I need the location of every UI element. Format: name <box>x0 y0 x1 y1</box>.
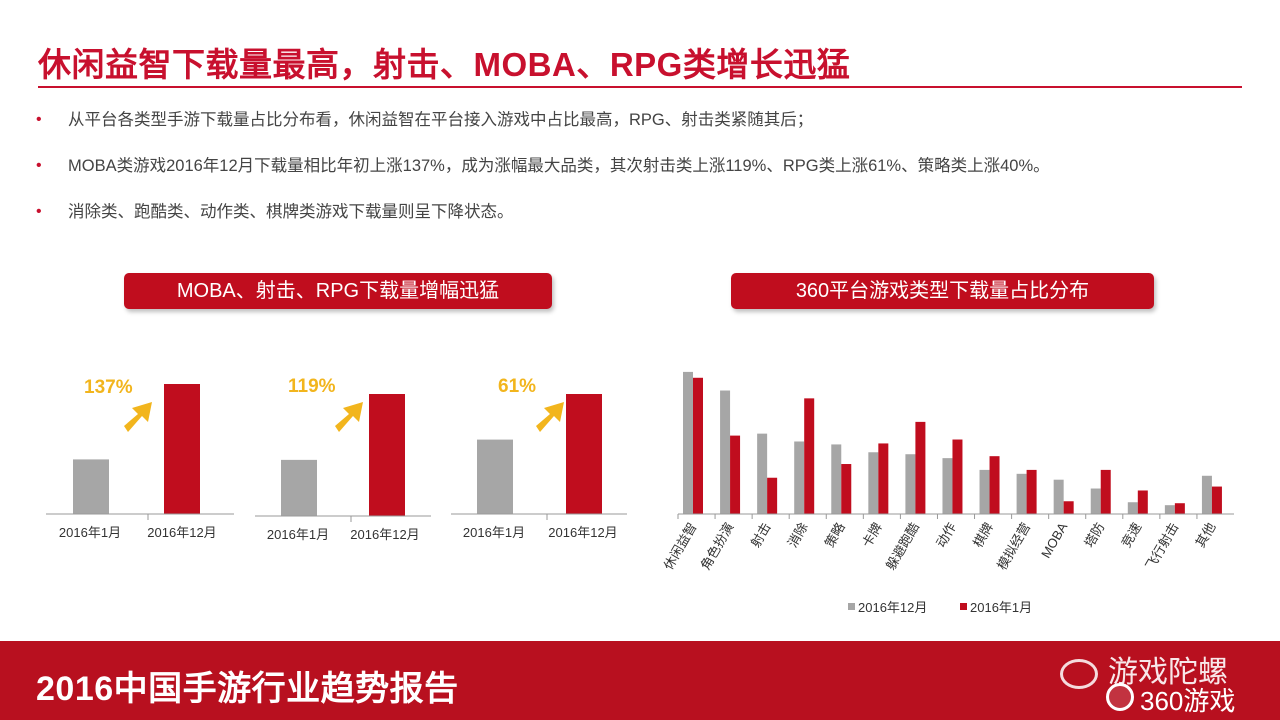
x-tick-label: 2016年1月 <box>59 525 121 540</box>
x-tick-label: 飞行射击 <box>1142 520 1181 573</box>
footer-title: 2016中国手游行业趋势报告 <box>36 670 459 708</box>
bullet-dot-icon: • <box>36 157 42 174</box>
legend-swatch <box>848 603 855 610</box>
bar-2016-dec <box>757 433 768 514</box>
bar-2016-jan <box>281 459 317 516</box>
x-tick-label: 2016年1月 <box>463 525 525 540</box>
bar-2016-dec <box>1016 473 1027 514</box>
charts-canvas: 2016年1月 2016年12月 137% 2016年1月 2016年12月 119% 20… <box>46 371 1234 615</box>
left-panel-label: MOBA、射击、RPG下载量增幅迅猛 <box>124 273 552 309</box>
bar-2016-jan <box>1211 486 1222 514</box>
x-tick-label: 策略 <box>822 520 848 550</box>
bar-2016-dec <box>683 371 693 514</box>
bar-2016-dec <box>979 469 990 514</box>
x-tick-label: 塔防 <box>1081 520 1107 550</box>
bar-2016-dec <box>369 394 405 516</box>
bar-2016-dec <box>868 452 879 514</box>
bullet-list: • 从平台各类型手游下载量占比分布看，休闲益智在平台接入游戏中占比最高，RPG、… <box>34 106 1254 244</box>
logo-circle-icon <box>1106 683 1134 711</box>
bar-2016-jan <box>1100 469 1111 514</box>
x-tick-label: 角色扮演 <box>698 520 737 573</box>
bullet-text: 从平台各类型手游下载量占比分布看，休闲益智在平台接入游戏中占比最高，RPG、射击… <box>68 111 814 129</box>
bar-2016-dec <box>794 441 805 514</box>
bar-2016-jan <box>989 456 1000 514</box>
growth-annotation: 61% <box>498 376 536 397</box>
logo: 360游戏 <box>1106 681 1256 716</box>
bullet-dot-icon: • <box>36 111 42 128</box>
bar-2016-dec <box>1164 505 1175 514</box>
logo-text: 360游戏 <box>1140 686 1236 716</box>
x-tick-label: 2016年12月 <box>147 525 216 540</box>
growth-arrow-icon <box>124 402 152 432</box>
bar-2016-dec <box>1053 479 1064 514</box>
x-tick-label: 动作 <box>933 520 959 550</box>
bullet-item: • 从平台各类型手游下载量占比分布看，休闲益智在平台接入游戏中占比最高，RPG、… <box>34 106 1254 152</box>
growth-annotation: 119% <box>288 376 336 397</box>
bar-2016-jan <box>1063 501 1074 514</box>
legend-label: 2016年1月 <box>970 600 1032 615</box>
bar-2016-jan <box>693 377 703 514</box>
growth-arrow-icon <box>536 402 564 432</box>
growth-annotation: 137% <box>84 377 133 398</box>
x-tick-label: 休闲益智 <box>661 520 700 573</box>
watermark-text: 游戏陀螺 <box>1108 656 1228 689</box>
bullet-item: • MOBA类游戏2016年12月下载量相比年初上涨137%，成为涨幅最大品类，… <box>34 152 1254 198</box>
bar-2016-jan <box>767 477 778 514</box>
x-tick-label: 消除 <box>785 520 811 550</box>
bar-2016-jan <box>915 421 926 514</box>
bar-2016-dec <box>720 390 731 514</box>
watermark: 游戏陀螺 360游戏 <box>1060 641 1270 720</box>
bar-2016-jan <box>1174 503 1185 514</box>
x-tick-label: 模拟经营 <box>994 520 1033 573</box>
x-tick-label: 躲避跑酷 <box>883 520 922 573</box>
bullet-text: 消除类、跑酷类、动作类、棋牌类游戏下载量则呈下降状态。 <box>68 203 514 221</box>
bar-2016-jan <box>730 435 741 514</box>
bar-2016-dec <box>1090 488 1101 514</box>
growth-arrow-icon <box>335 402 363 432</box>
right-panel-label: 360平台游戏类型下载量占比分布 <box>731 273 1154 309</box>
title-underline <box>38 86 1242 88</box>
x-tick-label: 2016年12月 <box>350 527 419 542</box>
bullet-dot-icon: • <box>36 203 42 220</box>
x-tick-label: MOBA <box>1038 520 1070 561</box>
bullet-text: MOBA类游戏2016年12月下载量相比年初上涨137%，成为涨幅最大品类，其次… <box>68 157 1050 175</box>
x-tick-label: 竞速 <box>1118 520 1144 550</box>
bar-2016-jan <box>1137 490 1148 514</box>
x-tick-label: 棋牌 <box>970 520 996 550</box>
footer-banner: 2016中国手游行业趋势报告 游戏陀螺 360游戏 <box>0 641 1280 720</box>
bar-2016-jan <box>878 443 889 514</box>
bullet-item: • 消除类、跑酷类、动作类、棋牌类游戏下载量则呈下降状态。 <box>34 198 1254 244</box>
x-tick-label: 2016年1月 <box>267 527 329 542</box>
legend-label: 2016年12月 <box>858 600 927 615</box>
x-tick-label: 射击 <box>748 520 774 550</box>
page-title: 休闲益智下载量最高，射击、MOBA、RPG类增长迅猛 <box>38 46 851 83</box>
bar-2016-dec <box>164 384 200 514</box>
bar-2016-jan <box>73 459 109 514</box>
bar-2016-dec <box>905 454 916 514</box>
bar-2016-dec <box>942 458 953 514</box>
bar-2016-jan <box>1026 469 1037 514</box>
bar-2016-jan <box>841 464 852 514</box>
bar-2016-jan <box>804 398 815 514</box>
wechat-icon <box>1060 659 1098 689</box>
x-tick-label: 2016年12月 <box>548 525 617 540</box>
x-tick-label: 卡牌 <box>859 520 885 550</box>
x-tick-label: 其他 <box>1193 520 1219 550</box>
bar-2016-jan <box>477 439 513 514</box>
legend-swatch <box>960 603 967 610</box>
bar-2016-dec <box>1201 475 1212 514</box>
bar-2016-dec <box>831 444 842 514</box>
bar-2016-dec <box>1127 502 1138 514</box>
bar-2016-jan <box>952 439 963 514</box>
bar-2016-dec <box>566 394 602 514</box>
